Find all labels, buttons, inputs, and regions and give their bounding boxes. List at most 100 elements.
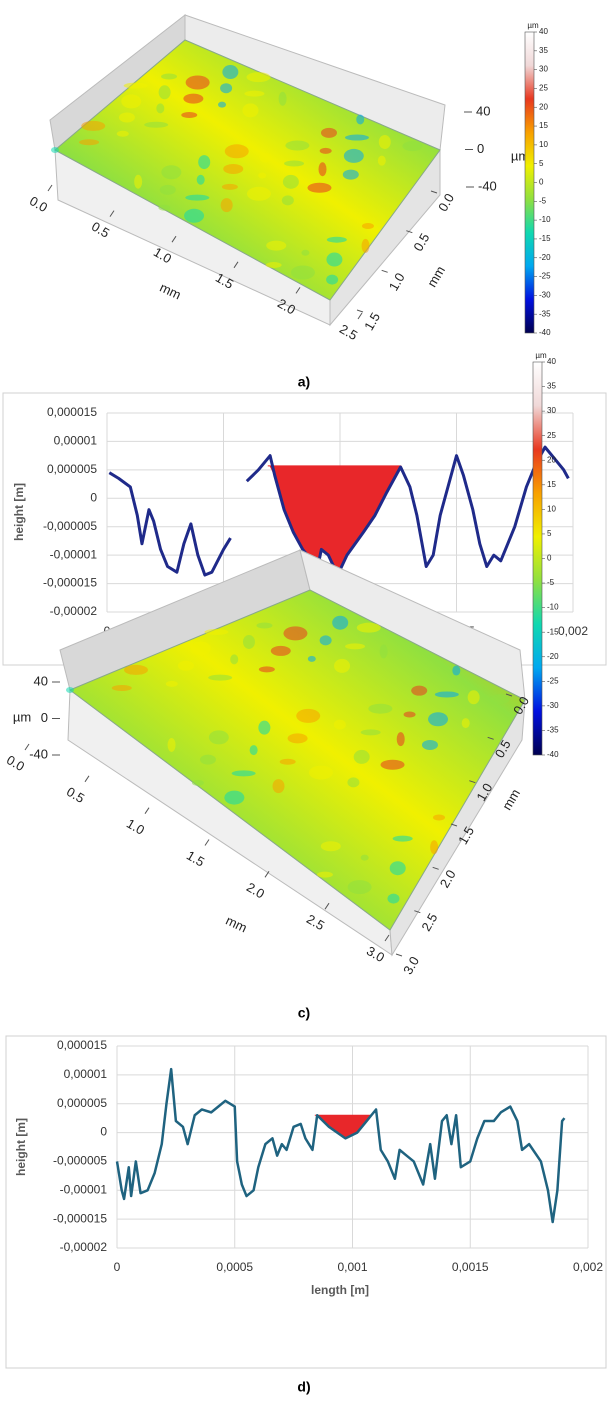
surface-texture — [177, 660, 194, 671]
surface-texture — [282, 174, 299, 189]
x-tick — [357, 312, 363, 320]
colorbar-tick-label: -30 — [539, 290, 551, 299]
x-tick — [204, 839, 210, 846]
z-axis-label: µm — [511, 148, 529, 163]
colorbar-tick-label: 30 — [539, 65, 548, 74]
y-tick — [395, 953, 403, 957]
surface-texture — [224, 790, 245, 805]
surface-texture — [347, 777, 360, 788]
surface-texture — [222, 65, 239, 80]
y-tick-label: -0,00002 — [50, 604, 98, 618]
y-tick — [381, 269, 388, 273]
colorbar-tick-label: 15 — [547, 480, 556, 489]
y-tick-label: 0,000005 — [47, 462, 97, 476]
surface-texture — [308, 765, 333, 780]
surface-texture — [51, 147, 59, 153]
surface-texture — [377, 155, 386, 166]
surface-texture — [79, 139, 100, 146]
y-tick-label: 0,00001 — [54, 434, 98, 448]
surface-texture — [301, 249, 310, 256]
surface-texture — [326, 274, 339, 285]
y-tick-label: 2.5 — [418, 911, 440, 934]
surface-texture — [285, 140, 310, 151]
surface-texture — [452, 665, 461, 676]
surface-texture — [123, 82, 148, 89]
surface-texture — [279, 758, 296, 765]
surface-texture — [403, 711, 416, 718]
surface-texture — [343, 148, 364, 163]
surface-texture — [379, 644, 388, 659]
colorbar-tick-label: 5 — [539, 159, 544, 168]
surface-texture — [307, 655, 316, 662]
colorbar-tick-label: 10 — [547, 504, 556, 513]
surface-texture — [434, 691, 459, 698]
surface-texture — [392, 835, 413, 842]
colorbar-tick-label: -10 — [539, 215, 551, 224]
colorbar-tick-label: -5 — [547, 578, 555, 587]
colorbar-tick-label: -35 — [539, 309, 551, 318]
colorbar-unit: µm — [527, 21, 539, 30]
surface-texture — [296, 708, 321, 723]
surface-texture — [368, 703, 393, 714]
surface-texture — [326, 236, 347, 243]
surface-texture — [190, 641, 211, 656]
x-tick-label: 0,002 — [558, 624, 588, 638]
surface-texture — [319, 147, 332, 154]
x-tick-label: 0.5 — [64, 784, 87, 806]
surface-texture — [230, 654, 239, 665]
surface-texture — [118, 112, 135, 123]
surface-texture — [223, 163, 244, 174]
y-tick-label: -0,00002 — [60, 1240, 108, 1254]
colorbar — [524, 31, 535, 334]
x-tick-label: 1.0 — [124, 816, 147, 838]
z-axis-label: µm — [13, 709, 31, 724]
z-tick-label: 40 — [34, 673, 48, 688]
surface-texture — [218, 101, 227, 108]
z-tick-label: 0 — [477, 141, 484, 156]
x-tick-label: 0,0005 — [216, 1260, 253, 1274]
surface-texture — [165, 680, 178, 687]
x-tick-label: 2.0 — [244, 879, 267, 901]
colorbar-tick-label: 20 — [539, 102, 548, 111]
surface-texture — [421, 739, 438, 750]
colorbar-tick-label: 0 — [547, 554, 552, 563]
surface-texture — [389, 861, 406, 876]
surface-texture — [256, 622, 273, 629]
surface-texture — [161, 73, 178, 80]
caption: d) — [297, 1379, 310, 1395]
colorbar-tick-label: 25 — [547, 431, 556, 440]
surface-texture — [396, 732, 405, 747]
colorbar-tick-label: -20 — [547, 652, 559, 661]
colorbar-tick-label: -15 — [539, 234, 551, 243]
y-tick — [356, 309, 364, 313]
colorbar-unit: µm — [535, 351, 547, 360]
surface-texture — [184, 208, 205, 223]
z-tick-label: 0 — [41, 710, 48, 725]
x-tick — [84, 775, 90, 783]
surface-texture — [156, 103, 165, 114]
y-tick-label: -0,00001 — [60, 1182, 108, 1196]
y-tick-label: 0,000015 — [57, 1038, 107, 1052]
x-axis-label: mm — [223, 913, 249, 936]
surface-texture — [461, 718, 470, 729]
x-tick — [47, 184, 53, 192]
surface-texture — [224, 144, 249, 159]
caption: c) — [298, 1005, 310, 1021]
y-tick — [505, 693, 513, 697]
surface-texture — [196, 174, 205, 185]
x-tick-label: 0 — [114, 1260, 121, 1274]
x-axis-label: mm — [157, 280, 183, 303]
colorbar-tick-label: 40 — [539, 27, 548, 36]
surface-texture — [334, 658, 351, 673]
surface-texture — [158, 85, 171, 100]
y-tick-label: 1.0 — [386, 270, 408, 293]
surface-texture — [345, 643, 366, 650]
colorbar-tick-label: -40 — [539, 328, 551, 337]
y-tick — [432, 866, 439, 870]
surface-texture — [111, 684, 132, 691]
surface-texture — [134, 174, 143, 189]
surface-texture — [259, 152, 272, 163]
surface-texture — [347, 880, 372, 895]
surface-texture — [199, 754, 216, 765]
